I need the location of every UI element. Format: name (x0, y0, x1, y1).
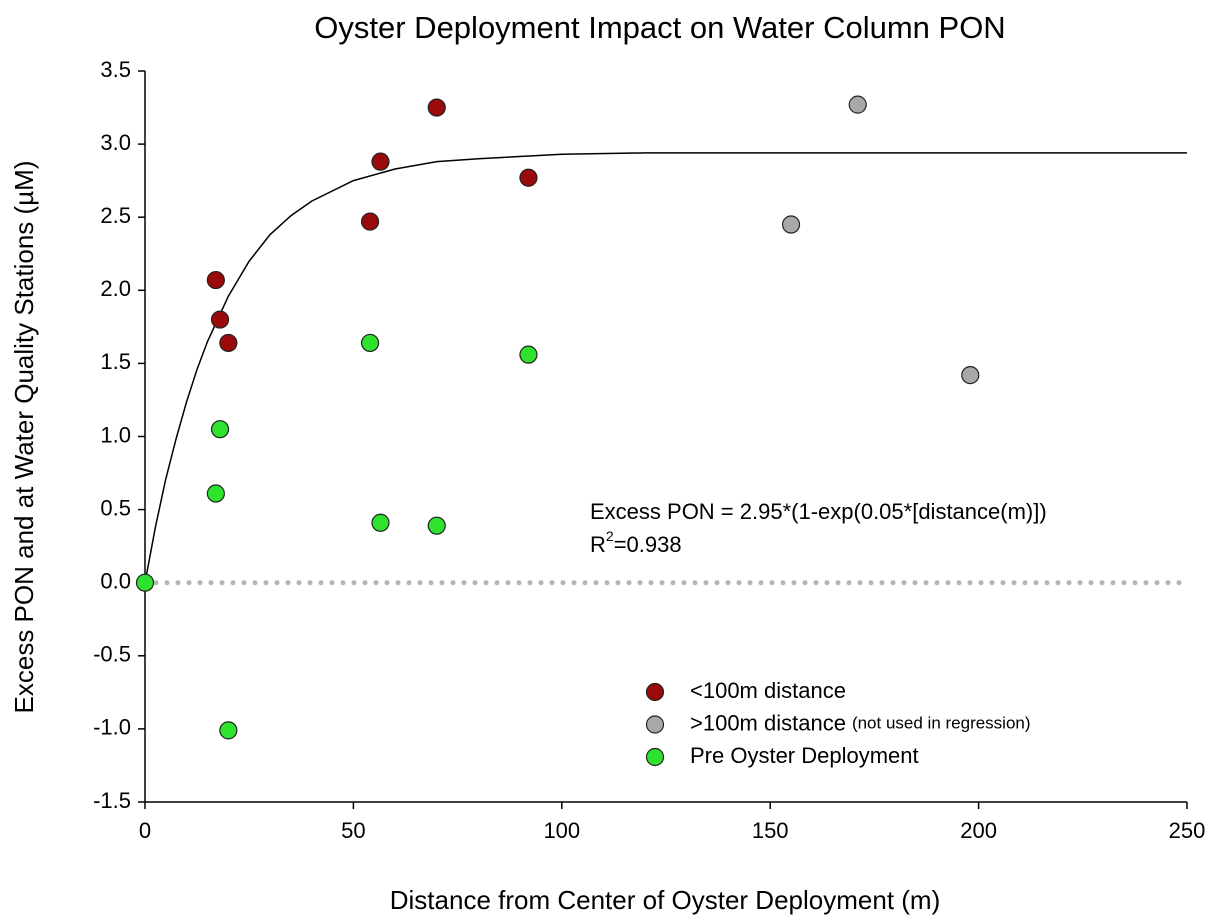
y-tick-label: 0.5 (100, 495, 131, 520)
legend-label: <100m distance (690, 678, 846, 703)
equation: Excess PON = 2.95*(1-exp(0.05*[distance(… (590, 499, 1047, 524)
point (135, 573, 155, 592)
legend-marker (645, 682, 665, 702)
x-tick-label: 150 (752, 818, 789, 843)
y-tick-label: -0.5 (93, 642, 131, 667)
legend-name: >100m distance (690, 710, 846, 735)
point (519, 345, 538, 364)
legend-note: (not used in regression) (852, 714, 1031, 733)
y-tick-label: 2.0 (100, 276, 131, 301)
point (210, 310, 230, 329)
point (206, 270, 225, 290)
point (427, 516, 446, 535)
point (848, 95, 867, 114)
legend-marker (645, 715, 665, 734)
y-tick-label: -1.0 (93, 715, 131, 740)
x-tick-label: 0 (139, 818, 151, 843)
r-text: =0.938 (614, 532, 682, 557)
x-tick-label: 250 (1169, 818, 1206, 843)
y-tick-label: 3.5 (100, 57, 131, 82)
point (210, 420, 230, 439)
legend-label: Pre Oyster Deployment (690, 743, 919, 768)
legend-marker (645, 747, 665, 767)
y-tick-label: 1.5 (100, 349, 131, 374)
x-tick-label: 50 (341, 818, 365, 843)
fit-curve (144, 152, 1187, 583)
point (427, 98, 446, 117)
point (219, 333, 238, 353)
point (371, 152, 390, 171)
x-tick-label: 200 (960, 818, 997, 843)
r-squared: R2=0.938 (590, 528, 682, 557)
x-axis-label: Distance from Center of Oyster Deploymen… (390, 885, 941, 915)
y-tick-label: 0.0 (100, 569, 131, 594)
point (360, 212, 380, 231)
r-prefix: R (590, 532, 606, 557)
point (961, 365, 980, 385)
y-tick-label: 2.5 (100, 203, 131, 228)
point (371, 513, 390, 532)
point (781, 215, 801, 234)
point (519, 168, 538, 187)
legend-name: <100m distance (690, 678, 846, 703)
r-sup: 2 (606, 528, 614, 544)
y-tick-label: 3.0 (100, 130, 131, 155)
point (360, 333, 380, 353)
y-tick-label: 1.0 (100, 422, 131, 447)
y-tick-label: -1.5 (93, 788, 131, 813)
legend-name: Pre Oyster Deployment (690, 743, 919, 768)
point (206, 484, 225, 503)
y-axis-label: Excess PON and at Water Quality Stations… (9, 161, 39, 714)
chart-title: Oyster Deployment Impact on Water Column… (314, 10, 1005, 45)
x-tick-label: 100 (543, 818, 580, 843)
legend-label: >100m distance (not used in regression) (690, 710, 1031, 735)
point (219, 721, 238, 740)
